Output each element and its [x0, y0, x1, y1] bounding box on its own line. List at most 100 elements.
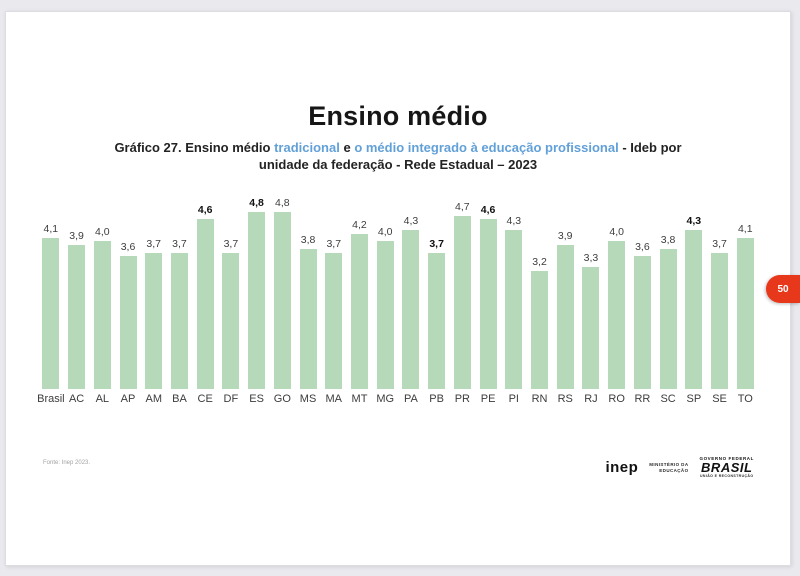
bar-value-label: 3,9 — [69, 230, 84, 243]
bar-column: 4,2 MT — [347, 197, 373, 405]
bar-column: 4,7 PR — [450, 197, 476, 405]
bar — [479, 219, 497, 389]
bar — [68, 245, 86, 389]
x-axis-label: BA — [172, 393, 187, 405]
bar-value-label: 4,3 — [686, 215, 702, 228]
bar-chart: 4,1 Brasil 3,9 AC 4,0 AL 3,6 AP 3,7 AM 3,7 BA 4,6 CE 3… — [37, 197, 758, 405]
bar-value-label: 4,6 — [480, 204, 496, 217]
x-axis-label: RJ — [584, 393, 598, 405]
x-axis-label: GO — [273, 393, 291, 405]
bar-column: 4,0 RO — [604, 197, 630, 405]
bar — [711, 252, 729, 389]
bar — [556, 245, 574, 389]
bar-value-label: 4,1 — [737, 222, 753, 235]
caption-highlight-tradicional: tradicional — [274, 140, 340, 155]
bar-column: 3,7 DF — [218, 197, 244, 405]
caption-part-1: Gráfico 27. Ensino médio — [114, 140, 275, 155]
bar — [428, 252, 446, 389]
bar-column: 4,3 SP — [681, 197, 707, 405]
x-axis-label: RO — [608, 393, 625, 405]
uniao-reconstrucao-label: UNIÃO E RECONSTRUÇÃO — [699, 474, 754, 478]
bar-column: 3,3 RJ — [578, 197, 604, 405]
x-axis-label: AM — [145, 393, 162, 405]
x-axis-label: PI — [508, 393, 519, 405]
bar-value-label: 3,7 — [146, 237, 162, 250]
bar-column: 4,1 Brasil — [37, 197, 65, 405]
x-axis-label: ES — [249, 393, 264, 405]
bar-column: 3,7 MA — [321, 197, 347, 405]
bar-column: 3,7 BA — [167, 197, 193, 405]
bar — [170, 252, 188, 389]
x-axis-label: SC — [660, 393, 676, 405]
bar — [531, 270, 549, 389]
bar-column: 3,7 PB — [424, 197, 450, 405]
x-axis-label: AL — [95, 393, 110, 405]
bar-value-label: 3,7 — [712, 237, 727, 250]
x-axis-label: MG — [376, 393, 395, 405]
bar — [402, 230, 420, 389]
bar-value-label: 3,6 — [120, 241, 136, 254]
brasil-wordmark: BRASIL — [701, 460, 753, 475]
bar — [93, 241, 111, 389]
inep-logo: inep — [605, 459, 639, 476]
ministerio-educacao-logo: MINISTÉRIO DA EDUCAÇÃO — [649, 462, 688, 474]
bar-value-label: 3,8 — [300, 233, 316, 246]
bar-value-label: 3,9 — [557, 230, 573, 243]
bar-value-label: 4,0 — [609, 226, 624, 239]
bar-column: 3,2 RN — [527, 197, 553, 405]
slide-title: Ensino médio — [308, 101, 488, 132]
bar — [196, 219, 214, 389]
bar — [222, 252, 240, 389]
bar-value-label: 3,2 — [532, 255, 547, 268]
x-axis-label: MA — [325, 393, 343, 405]
bar — [119, 256, 137, 389]
bar — [659, 248, 677, 389]
x-axis-label: RR — [634, 393, 651, 405]
bar-column: 3,6 RR — [630, 197, 656, 405]
x-axis-label: AC — [68, 393, 85, 405]
x-axis-label: PB — [429, 393, 444, 405]
bar — [145, 252, 163, 389]
bar-column: 4,8 GO — [269, 197, 295, 405]
governo-federal-label: GOVERNO FEDERAL — [699, 456, 754, 461]
presentation-slide: Ensino médio Gráfico 27. Ensino médio tr… — [5, 11, 791, 566]
x-axis-label: RN — [531, 393, 548, 405]
bar — [273, 212, 291, 389]
x-axis-label: PR — [454, 393, 470, 405]
x-axis-label: PA — [403, 393, 418, 405]
x-axis-label: MS — [299, 393, 317, 405]
bar-column: 3,9 AC — [64, 197, 90, 405]
bar — [685, 230, 703, 389]
x-axis-label: DF — [223, 393, 239, 405]
bar-value-label: 4,7 — [455, 200, 470, 213]
x-axis-label: RS — [557, 393, 573, 405]
bar-column: 4,3 PA — [398, 197, 424, 405]
bar-value-label: 4,3 — [403, 215, 419, 228]
bar-value-label: 3,3 — [583, 252, 599, 265]
bar-value-label: 4,6 — [197, 204, 213, 217]
bar-value-label: 4,2 — [352, 219, 367, 231]
source-note: Fonte: Inep 2023. — [43, 460, 91, 466]
bar-column: 4,3 PI — [501, 197, 527, 405]
x-axis-label: CE — [197, 393, 213, 405]
bar — [350, 234, 368, 389]
bar-value-label: 3,7 — [223, 237, 239, 250]
bar — [453, 215, 471, 389]
bar-column: 4,6 PE — [475, 197, 501, 405]
ministerio-line-2: EDUCAÇÃO — [659, 467, 689, 473]
bar-column: 3,8 MS — [295, 197, 321, 405]
governo-federal-brasil-logo: GOVERNO FEDERAL BRASIL UNIÃO E RECONSTRU… — [699, 456, 754, 479]
x-axis-label: Brasil — [37, 393, 65, 405]
x-axis-label: SP — [686, 393, 702, 405]
x-axis-label: SE — [712, 393, 727, 405]
bar-column: 3,6 AP — [115, 197, 141, 405]
bar-column: 4,0 MG — [372, 197, 398, 405]
bar-value-label: 3,7 — [326, 237, 342, 250]
bar-value-label: 4,0 — [94, 226, 110, 239]
bar — [633, 256, 651, 389]
bar-column: 4,8 ES — [244, 197, 270, 405]
bar-column: 4,6 CE — [192, 197, 218, 405]
x-axis-label: TO — [737, 393, 753, 405]
bar-value-label: 3,8 — [660, 233, 676, 246]
bar — [608, 241, 626, 389]
